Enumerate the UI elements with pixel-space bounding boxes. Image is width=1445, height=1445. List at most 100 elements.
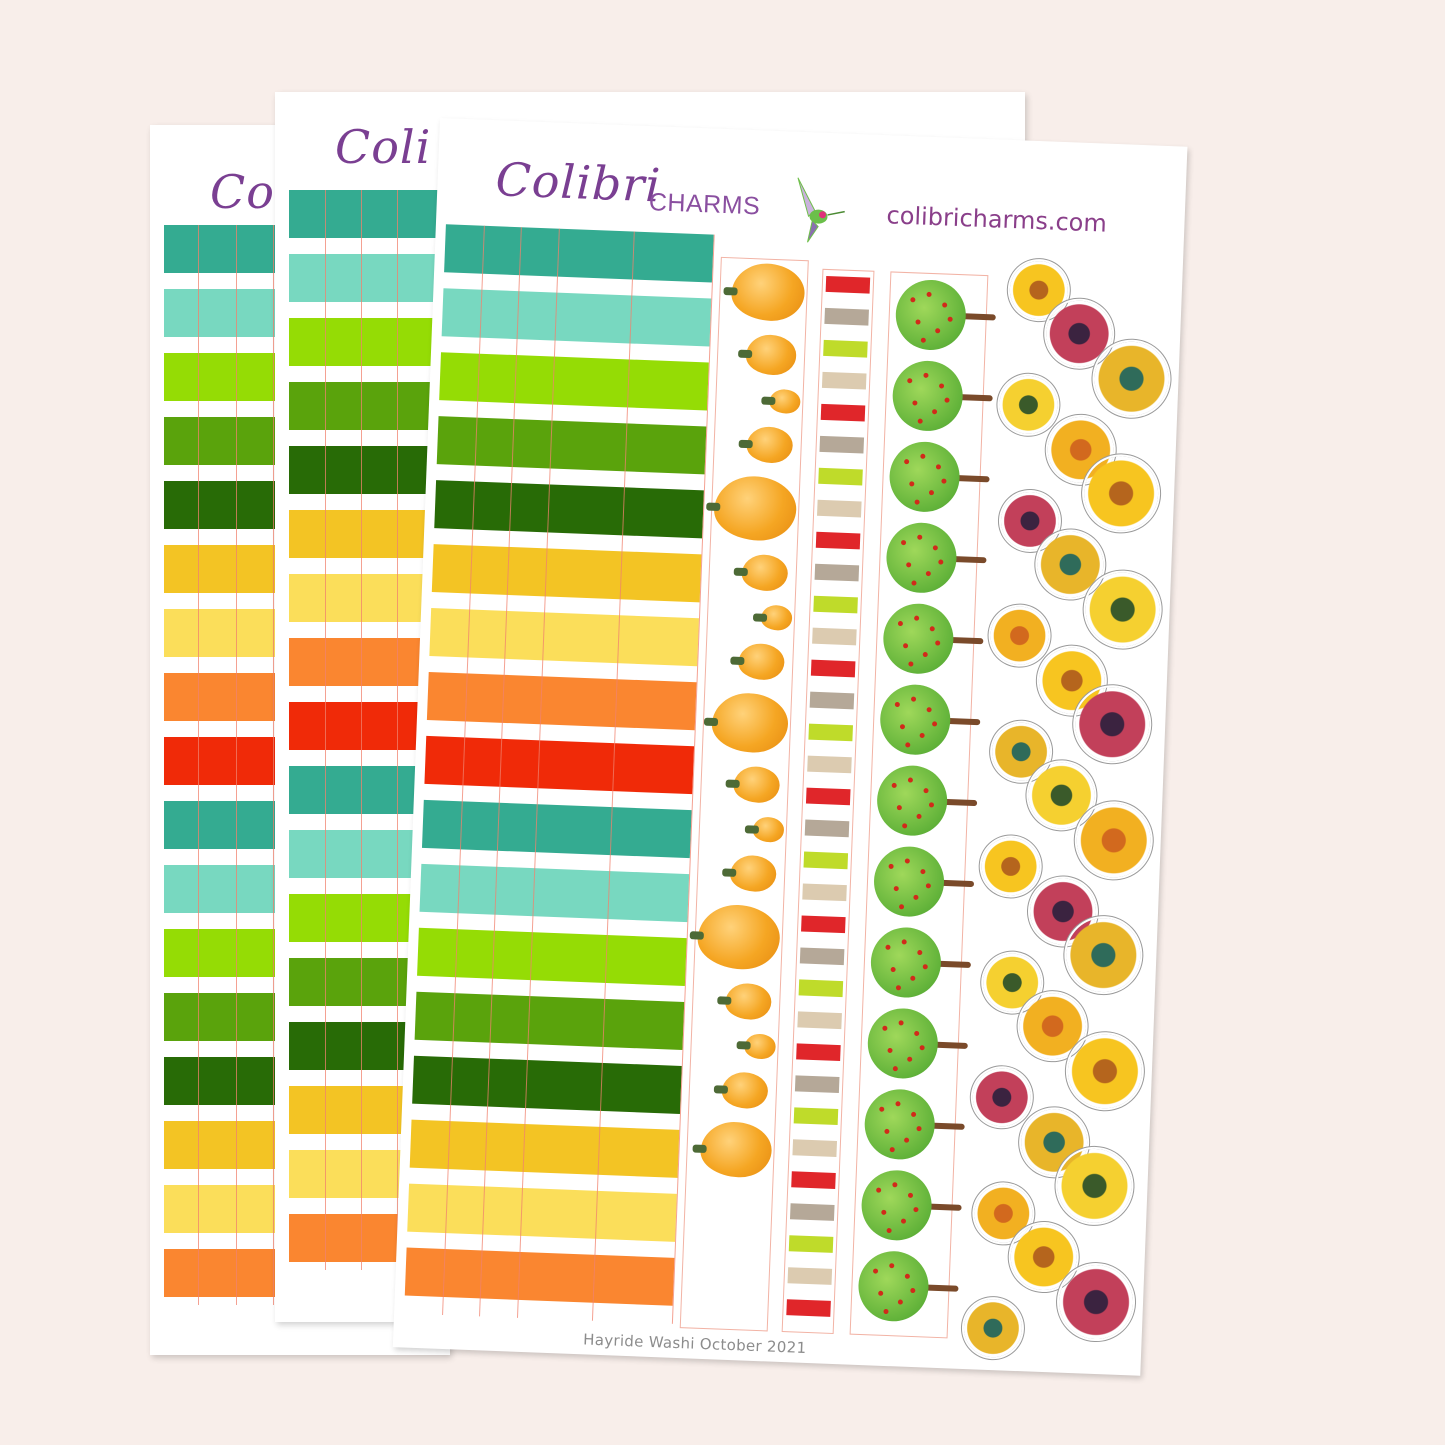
stem-icon	[760, 396, 776, 406]
stripe-bar	[805, 787, 851, 806]
stripe-bar	[813, 595, 858, 614]
washi-bar	[289, 638, 439, 686]
washi-bar	[431, 544, 702, 603]
brand-caps: CHARMS	[648, 188, 761, 221]
pumpkin-icon	[713, 1071, 769, 1109]
washi-bar	[419, 863, 690, 923]
stem-icon	[704, 717, 719, 726]
stripe-bar	[788, 1235, 834, 1253]
washi-bar	[289, 318, 439, 366]
stripe-bar	[814, 563, 860, 582]
apple-tree-icon	[882, 602, 985, 678]
stripe-bar	[802, 883, 847, 902]
sunflower-icon	[1057, 1263, 1135, 1341]
washi-bar	[444, 224, 714, 283]
pumpkin-icon	[737, 334, 797, 376]
stem-icon	[713, 1084, 728, 1094]
sunflower-icon	[980, 836, 1041, 897]
washi-bar	[412, 1055, 682, 1114]
stripe-bar	[792, 1139, 838, 1157]
apple-tree-icon	[888, 440, 991, 517]
washi-bars-front	[404, 224, 715, 1324]
sunflower-icon	[989, 605, 1050, 666]
pumpkin-icon	[730, 642, 786, 681]
stripe-bar	[794, 1075, 840, 1094]
sunflower-icon	[971, 1067, 1032, 1128]
stem-icon	[722, 286, 738, 296]
stripe-bar	[796, 1043, 841, 1062]
brand-script-partial: Co	[210, 165, 275, 219]
cut-line	[397, 190, 398, 1270]
stripe-bar	[791, 1171, 836, 1189]
sunflower-icon	[1075, 802, 1153, 879]
washi-bar	[289, 190, 439, 238]
stripe-bar	[810, 659, 856, 678]
cut-line	[235, 225, 237, 1305]
sunflower-icon	[1064, 916, 1142, 994]
stripe-bar	[793, 1107, 839, 1126]
apple-tree-icon	[885, 521, 988, 597]
pumpkin-icon	[725, 765, 781, 804]
stripe-bar	[821, 371, 867, 390]
sheet-caption: Hayride Washi October 2021	[582, 1330, 807, 1357]
sunflower-icon	[1084, 571, 1162, 648]
stem-icon	[689, 931, 705, 940]
sunflower-icon	[1093, 340, 1170, 418]
washi-bar	[289, 574, 439, 622]
stripe-bar	[815, 531, 861, 550]
stem-icon	[744, 824, 759, 834]
apple-tree-icon	[872, 845, 976, 921]
washi-bar	[434, 480, 704, 539]
stripe-bar	[807, 755, 852, 774]
washi-bar	[421, 799, 692, 859]
washi-bar	[429, 608, 699, 667]
stripe-bar	[824, 307, 869, 326]
washi-bar	[426, 671, 697, 731]
pumpkin-icon	[722, 262, 806, 323]
washi-bar	[409, 1119, 680, 1178]
washi-bar	[441, 288, 712, 347]
cut-line	[198, 225, 200, 1305]
apple-tree-icon	[894, 278, 997, 355]
washi-bar	[289, 510, 439, 558]
stripe-bar	[797, 1011, 842, 1030]
washi-bar	[439, 352, 709, 411]
pumpkin-icon	[735, 1033, 777, 1060]
apple-tree-icon	[875, 764, 979, 840]
stem-icon	[737, 349, 752, 359]
sunflower-icon	[1082, 455, 1160, 532]
stem-icon	[738, 440, 753, 449]
stripe-bar	[786, 1299, 831, 1317]
sunflower-icon	[998, 374, 1059, 435]
pumpkin-icon	[716, 982, 772, 1021]
stripe-bar	[823, 339, 868, 358]
stem-icon	[692, 1143, 707, 1153]
stripe-bar	[801, 915, 846, 934]
stripe-bar	[819, 435, 865, 454]
website-text: colibricharms.com	[886, 201, 1108, 238]
stem-icon	[706, 502, 721, 512]
stripe-bar	[825, 275, 871, 294]
sunflower-icon	[1066, 1032, 1144, 1110]
washi-bar	[424, 735, 695, 795]
stripe-bar	[804, 819, 850, 838]
apple-tree-icon	[866, 1007, 969, 1083]
pumpkin-icon	[744, 816, 785, 843]
apple-tree-icon	[863, 1088, 966, 1164]
pumpkin-icon	[692, 1120, 773, 1179]
cut-line	[361, 190, 362, 1270]
sunflower-icon	[1056, 1147, 1133, 1225]
washi-bar	[289, 254, 439, 302]
stem-icon	[716, 996, 732, 1005]
stem-icon	[733, 568, 748, 577]
stem-icon	[730, 656, 745, 666]
stripe-bar	[787, 1267, 833, 1285]
washi-bar	[404, 1247, 675, 1306]
washi-bar	[289, 382, 439, 430]
washi-bar	[407, 1183, 677, 1242]
stripe-bar	[820, 403, 866, 422]
stripe-bar	[809, 691, 855, 710]
stripe-bar	[818, 467, 863, 486]
stripe-bar	[812, 627, 857, 646]
stem-icon	[752, 613, 767, 622]
